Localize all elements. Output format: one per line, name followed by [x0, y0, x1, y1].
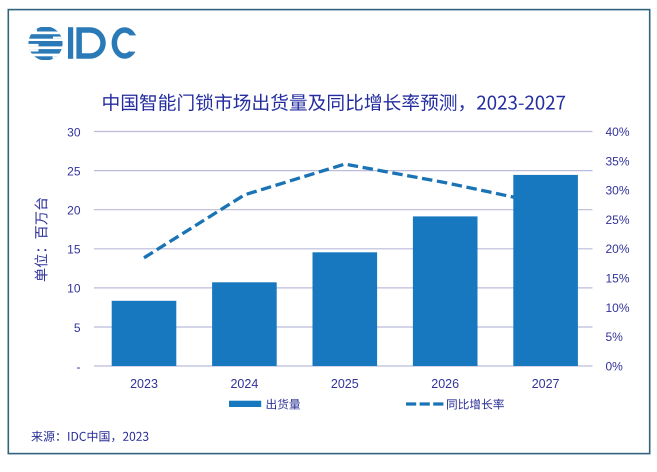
svg-text:2027: 2027: [532, 377, 560, 391]
svg-text:25%: 25%: [606, 213, 630, 227]
svg-text:5: 5: [74, 321, 81, 335]
svg-text:10%: 10%: [606, 301, 630, 315]
svg-text:2023: 2023: [130, 377, 158, 391]
svg-text:-: -: [77, 360, 81, 374]
svg-text:15: 15: [67, 243, 81, 257]
svg-text:2026: 2026: [431, 377, 459, 391]
svg-text:30: 30: [67, 125, 81, 139]
svg-text:5%: 5%: [606, 330, 624, 344]
svg-text:20%: 20%: [606, 242, 630, 256]
svg-text:20: 20: [67, 204, 81, 218]
svg-text:10: 10: [67, 282, 81, 296]
svg-text:2024: 2024: [230, 377, 258, 391]
svg-text:40%: 40%: [606, 125, 630, 139]
svg-text:25: 25: [67, 164, 81, 178]
svg-text:0%: 0%: [606, 359, 624, 373]
svg-text:35%: 35%: [606, 155, 630, 169]
svg-text:15%: 15%: [606, 272, 630, 286]
svg-text:2025: 2025: [331, 377, 359, 391]
svg-text:30%: 30%: [606, 184, 630, 198]
